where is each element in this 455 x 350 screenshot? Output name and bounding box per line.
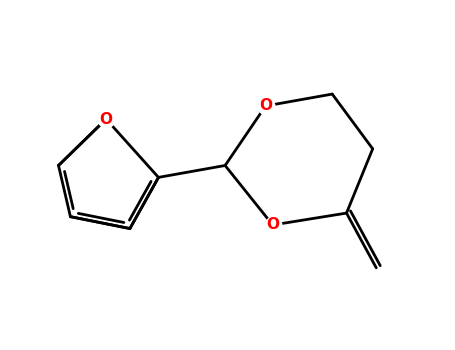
- Text: O: O: [100, 112, 113, 127]
- Text: O: O: [266, 217, 279, 232]
- Text: O: O: [259, 98, 272, 113]
